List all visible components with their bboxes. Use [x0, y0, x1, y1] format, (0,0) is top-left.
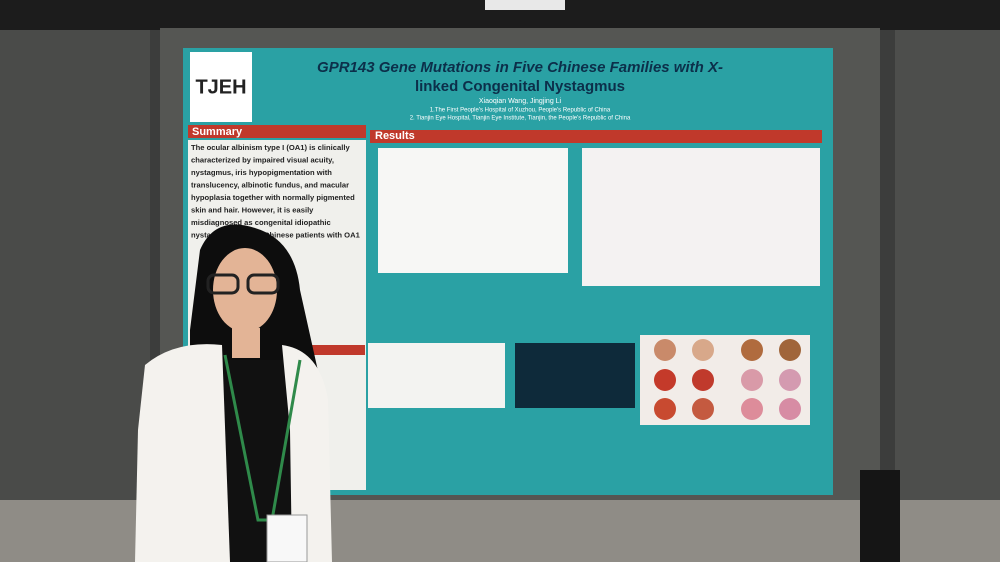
alignment-figure: [368, 343, 505, 408]
sequence-figure: [582, 148, 820, 286]
section-heading: Results: [375, 130, 415, 142]
results-bar: [370, 130, 822, 143]
summary-line: hypoplasia together with normally pigmen…: [191, 193, 355, 202]
right-panel: [895, 30, 1000, 505]
pedigree-figure: [378, 148, 568, 273]
summary-line: nystagmus, iris hypopigmentation with: [191, 168, 332, 177]
summary-line: misdiagnosed as congenital idiopathic: [191, 218, 331, 227]
section-heading: Summary: [192, 126, 243, 138]
section-bar: [305, 345, 365, 355]
summary-line: characterized by impaired visual acuity,: [191, 156, 334, 165]
fundus-photos: [654, 339, 801, 420]
poster-title: linked Congenital Nystagmus: [415, 78, 625, 95]
sign: [485, 0, 565, 10]
affiliation: 1.The First People's Hospital of Xuzhou,…: [430, 108, 611, 114]
authors: Xiaoqian Wang, Jingjing Li: [479, 98, 562, 105]
poster-title: GPR143 Gene Mutations in Five Chinese Fa…: [317, 59, 723, 76]
summary-line: The ocular albinism type I (OA1) is clin…: [191, 143, 350, 152]
logo: TJEH: [195, 76, 246, 98]
summary-bar: [188, 125, 366, 138]
logo-box: [190, 52, 252, 122]
stand-leg: [860, 470, 900, 562]
person: [135, 224, 332, 562]
summary-line: skin and hair. However, it is easily: [191, 206, 314, 215]
oct-figure: [515, 343, 635, 408]
summary-line: nystagmus in some Chinese patients with …: [191, 231, 361, 240]
affiliation: 2. Tianjin Eye Hospital, Tianjin Eye Ins…: [410, 116, 631, 122]
summary-line: translucency, albinotic fundus, and macu…: [191, 181, 349, 190]
left-panel: [0, 30, 150, 505]
summary-text: The ocular albinism type I (OA1) is clin…: [191, 143, 361, 240]
